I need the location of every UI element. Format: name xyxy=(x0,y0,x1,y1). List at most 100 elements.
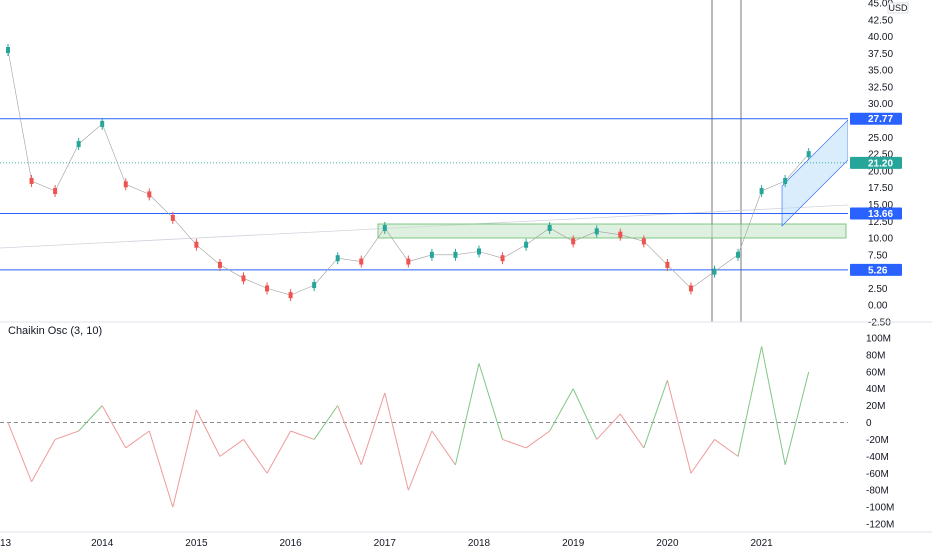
candle-body xyxy=(170,214,175,221)
oscillator-segment xyxy=(407,430,433,491)
candle-body xyxy=(453,251,458,258)
candle-body xyxy=(477,248,481,255)
candle-body xyxy=(359,258,364,265)
candle-body xyxy=(665,261,670,268)
oscillator-tick-label: -40M xyxy=(866,452,889,463)
price-level-value: 13.66 xyxy=(868,209,893,220)
oscillator-segment xyxy=(31,439,56,482)
time-tick-label: 2020 xyxy=(656,538,679,549)
price-tick-label: 7.50 xyxy=(868,250,888,261)
price-tick-label: 12.50 xyxy=(868,217,893,228)
oscillator-tick-label: 20M xyxy=(866,401,885,412)
oscillator-segment xyxy=(384,392,409,491)
candle-body xyxy=(53,188,58,195)
oscillator-panel[interactable]: Chaikin Osc (3, 10) xyxy=(0,325,848,508)
oscillator-segment xyxy=(290,430,315,440)
oscillator-segment xyxy=(454,363,480,465)
price-levels xyxy=(0,118,848,271)
oscillator-segment xyxy=(761,346,786,465)
price-tick-label: 32.50 xyxy=(868,82,893,93)
oscillator-segment xyxy=(572,388,598,440)
price-tick-label: 45.00 xyxy=(868,0,893,10)
oscillator-segment xyxy=(243,439,268,474)
price-tick-label: 15.00 xyxy=(868,200,893,211)
time-tick-label: 2016 xyxy=(279,538,302,549)
oscillator-segment xyxy=(549,388,574,432)
time-axis[interactable]: 13 2014 2015 2016 2017 2018 2019 2020 2021 xyxy=(0,531,932,549)
price-panel[interactable] xyxy=(0,0,849,322)
price-tick-label: 37.50 xyxy=(868,49,893,60)
candle-body xyxy=(806,151,811,158)
price-axis[interactable]: 45.00 42.50 40.00 37.50 35.00 32.50 30.00 25.00… xyxy=(848,0,932,329)
candle-body xyxy=(547,224,552,231)
currency-label: USD xyxy=(888,3,908,13)
price-level-badge xyxy=(850,207,902,220)
oscillator-segment xyxy=(313,405,339,440)
oscillator-tick-label: 60M xyxy=(866,367,885,378)
oscillator-tick-label: -20M xyxy=(866,435,889,446)
candle-body xyxy=(6,47,10,54)
oscillator-segment xyxy=(54,430,79,440)
oscillator-tick-label: -80M xyxy=(866,486,889,497)
oscillator-segment xyxy=(619,413,645,449)
price-tick-label: 22.50 xyxy=(868,150,893,161)
oscillator-line xyxy=(7,346,810,508)
price-axis-ticks: 45.00 42.50 40.00 37.50 35.00 32.50 30.00 25.00… xyxy=(868,0,893,329)
oscillator-tick-label: 80M xyxy=(866,350,885,361)
candle-body xyxy=(100,120,105,127)
oscillator-tick-label: -100M xyxy=(866,503,894,514)
candle-body xyxy=(571,238,576,245)
candle-body xyxy=(736,251,741,258)
oscillator-segment xyxy=(431,430,456,466)
time-tick-label: 2018 xyxy=(468,538,491,549)
candle-body xyxy=(618,231,623,238)
price-level-value: 27.77 xyxy=(868,114,893,125)
oscillator-tick-label: -60M xyxy=(866,469,889,480)
oscillator-segment xyxy=(148,430,174,508)
oscillator-axis-ticks: 100M 80M 60M 40M 20M 0 -20M -40M -60M -80M -100M -1… xyxy=(866,334,894,531)
oscillator-segment xyxy=(172,409,197,508)
oscillator-segment xyxy=(596,413,621,440)
price-level-badge xyxy=(850,112,902,125)
oscillator-segment xyxy=(360,392,386,465)
oscillator-segment xyxy=(666,380,692,474)
candle-body xyxy=(76,141,81,148)
oscillator-segment xyxy=(478,363,504,440)
consolidation-zone xyxy=(377,223,847,239)
price-tick-label: -2.50 xyxy=(868,318,891,329)
candle-body xyxy=(594,228,599,235)
price-level-badge xyxy=(850,263,902,276)
candle-body xyxy=(406,258,411,265)
candle-body xyxy=(241,275,246,282)
price-panel-background xyxy=(0,0,848,322)
candle-body xyxy=(712,268,717,275)
candle-body xyxy=(123,181,128,188)
candle-body xyxy=(382,224,387,231)
price-level-value: 5.26 xyxy=(868,265,888,276)
time-tick-label: 2017 xyxy=(374,538,397,549)
candle-body xyxy=(429,251,434,258)
candle-body xyxy=(335,255,340,262)
candle-body xyxy=(29,177,34,184)
price-tick-label: 10.00 xyxy=(868,234,893,245)
candle-body xyxy=(288,292,293,299)
time-tick-label: 2014 xyxy=(91,538,114,549)
time-axis-ticks: 13 2014 2015 2016 2017 2018 2019 2020 2021 xyxy=(0,538,773,549)
oscillator-tick-label: 40M xyxy=(866,384,885,395)
oscillator-tick-label: -120M xyxy=(866,520,894,531)
time-tick-label: 2021 xyxy=(750,538,773,549)
time-tick-label: 13 xyxy=(0,538,12,549)
price-tick-label: 42.50 xyxy=(868,15,893,26)
candle-body xyxy=(759,188,764,195)
oscillator-tick-label: 100M xyxy=(866,334,891,345)
candle-body xyxy=(524,241,529,248)
price-tick-label: 40.00 xyxy=(868,32,893,43)
oscillator-segment xyxy=(502,438,527,449)
oscillator-segment xyxy=(525,430,550,449)
time-tick-label: 2015 xyxy=(185,538,208,549)
oscillator-axis[interactable]: 100M 80M 60M 40M 20M 0 -20M -40M -60M -80M -100M -1… xyxy=(866,334,894,531)
candle-body xyxy=(688,285,693,292)
oscillator-segment xyxy=(78,405,103,432)
oscillator-segment xyxy=(337,405,362,466)
